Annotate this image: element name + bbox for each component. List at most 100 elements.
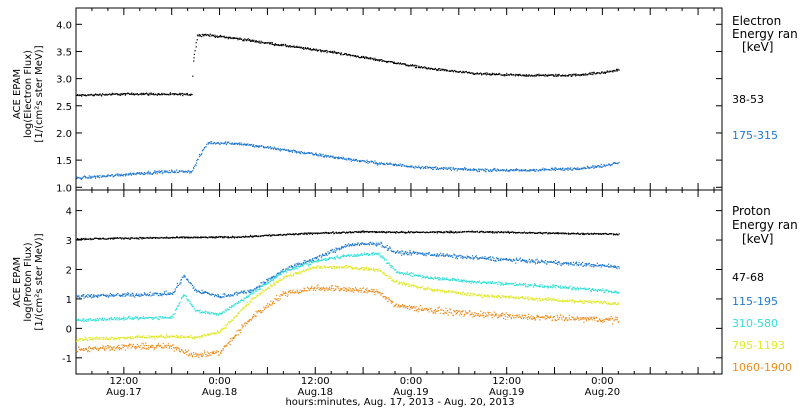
data-point	[424, 276, 426, 278]
data-point	[491, 282, 493, 284]
data-point	[369, 161, 371, 163]
data-point	[335, 266, 337, 268]
data-point	[566, 262, 568, 264]
data-point	[177, 284, 179, 286]
data-point	[360, 243, 362, 246]
data-point	[408, 252, 410, 254]
data-point	[236, 143, 238, 145]
data-point	[399, 282, 401, 284]
data-point	[499, 170, 501, 172]
data-point	[166, 334, 168, 336]
data-point	[412, 252, 414, 254]
data-point	[449, 230, 451, 232]
data-point	[469, 72, 472, 74]
data-point	[177, 237, 179, 239]
data-point	[189, 337, 191, 339]
data-point	[155, 171, 157, 173]
data-point	[260, 235, 262, 237]
data-point	[214, 35, 216, 38]
data-point	[384, 274, 386, 276]
data-point	[580, 264, 582, 266]
data-point	[196, 309, 198, 311]
data-point	[168, 94, 170, 96]
data-point	[201, 311, 203, 313]
data-point	[190, 93, 192, 95]
data-point	[466, 280, 468, 283]
data-point	[97, 175, 100, 177]
data-point	[262, 281, 264, 283]
data-point	[610, 165, 612, 167]
data-point	[519, 170, 521, 172]
data-point	[517, 259, 519, 261]
data-point	[431, 277, 433, 279]
data-point	[95, 338, 97, 340]
data-point	[271, 279, 273, 281]
data-point	[177, 94, 179, 96]
data-point	[190, 94, 192, 96]
data-point	[588, 73, 590, 75]
data-point	[555, 262, 557, 264]
data-point	[373, 252, 375, 254]
data-point	[369, 231, 372, 233]
data-point	[291, 275, 293, 277]
data-point	[554, 75, 556, 77]
data-point	[269, 280, 271, 282]
data-point	[355, 255, 357, 257]
data-point	[229, 306, 231, 308]
data-point	[383, 273, 385, 275]
data-point	[249, 294, 251, 296]
data-point	[238, 142, 241, 144]
data-point	[325, 154, 327, 156]
data-point	[336, 52, 338, 54]
data-point	[235, 37, 237, 39]
proton-ytick-label: 2	[66, 265, 72, 276]
data-point	[199, 309, 201, 311]
data-point	[330, 266, 332, 268]
data-point	[135, 237, 137, 239]
data-point	[243, 292, 245, 294]
data-point	[166, 93, 168, 95]
data-point	[165, 290, 167, 292]
data-point	[270, 276, 272, 278]
data-point	[274, 277, 276, 279]
data-point	[422, 275, 424, 277]
data-point	[91, 297, 93, 299]
data-point	[362, 160, 364, 162]
data-point	[199, 154, 201, 156]
proton-ylabel-1: ACE EPAM	[12, 257, 23, 307]
data-point	[617, 291, 619, 293]
data-point	[230, 294, 232, 296]
data-point	[263, 146, 265, 148]
data-point	[309, 152, 312, 154]
data-point	[495, 260, 497, 262]
data-point	[313, 232, 315, 234]
data-point	[538, 73, 540, 75]
data-point	[379, 252, 381, 254]
data-point	[399, 272, 401, 275]
data-point	[395, 269, 397, 271]
data-point	[348, 265, 350, 267]
data-point	[535, 74, 537, 76]
data-point	[591, 266, 593, 268]
data-point	[483, 232, 485, 234]
data-point	[151, 93, 154, 95]
data-point	[290, 150, 292, 152]
data-point	[280, 279, 282, 281]
data-point	[116, 338, 118, 340]
data-point	[321, 232, 323, 234]
data-point	[83, 318, 85, 320]
data-point	[234, 37, 236, 39]
data-point	[478, 282, 480, 284]
data-point	[191, 284, 193, 286]
data-point	[536, 73, 538, 76]
data-point	[503, 169, 505, 171]
data-point	[330, 266, 333, 268]
data-point	[406, 64, 408, 66]
data-point	[167, 335, 169, 337]
data-point	[579, 168, 581, 170]
data-point	[196, 237, 198, 239]
data-point	[143, 92, 145, 94]
data-point	[278, 44, 280, 47]
data-point	[246, 236, 248, 238]
data-point	[122, 295, 124, 297]
